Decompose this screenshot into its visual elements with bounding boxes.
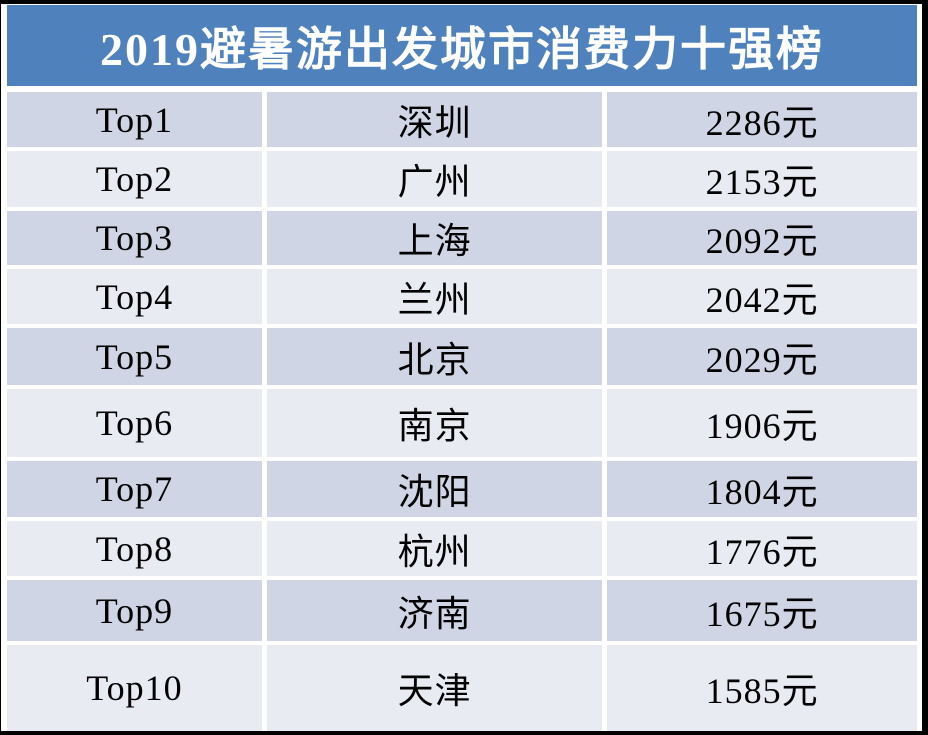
table-row: Top9 济南 1675元 <box>7 580 917 641</box>
rank-cell: Top6 <box>7 389 262 457</box>
rank-cell: Top10 <box>7 645 262 731</box>
rank-cell: Top7 <box>7 461 262 517</box>
table-row: Top2 广州 2153元 <box>7 151 917 207</box>
rank-cell: Top3 <box>7 211 262 265</box>
city-cell: 沈阳 <box>266 461 603 517</box>
price-cell: 1585元 <box>607 645 917 731</box>
price-cell: 1906元 <box>607 389 917 457</box>
table-row: Top7 沈阳 1804元 <box>7 461 917 517</box>
rank-cell: Top9 <box>7 580 262 641</box>
city-cell: 济南 <box>266 580 603 641</box>
rank-cell: Top2 <box>7 151 262 207</box>
table-row: Top5 北京 2029元 <box>7 328 917 385</box>
city-cell: 广州 <box>266 151 603 207</box>
table-row: Top4 兰州 2042元 <box>7 269 917 324</box>
city-cell: 天津 <box>266 645 603 731</box>
price-cell: 2042元 <box>607 269 917 324</box>
table-row: Top8 杭州 1776元 <box>7 521 917 576</box>
city-cell: 杭州 <box>266 521 603 576</box>
rank-cell: Top5 <box>7 328 262 385</box>
price-cell: 2153元 <box>607 151 917 207</box>
price-cell: 1675元 <box>607 580 917 641</box>
infographic-body: 2019避暑游出发城市消费力十强榜 Top1 深圳 2286元 Top2 广州 … <box>1 4 922 731</box>
ranking-table: Top1 深圳 2286元 Top2 广州 2153元 Top3 上海 2092… <box>7 92 917 731</box>
city-cell: 深圳 <box>266 92 603 147</box>
rank-cell: Top4 <box>7 269 262 324</box>
table-row: Top10 天津 1585元 <box>7 645 917 731</box>
price-cell: 2286元 <box>607 92 917 147</box>
price-cell: 1804元 <box>607 461 917 517</box>
price-cell: 1776元 <box>607 521 917 576</box>
page-title: 2019避暑游出发城市消费力十强榜 <box>100 23 824 75</box>
rank-cell: Top8 <box>7 521 262 576</box>
city-cell: 南京 <box>266 389 603 457</box>
title-bar: 2019避暑游出发城市消费力十强榜 <box>7 5 917 86</box>
table-row: Top3 上海 2092元 <box>7 211 917 265</box>
city-cell: 上海 <box>266 211 603 265</box>
price-cell: 2029元 <box>607 328 917 385</box>
table-row: Top1 深圳 2286元 <box>7 92 917 147</box>
rank-cell: Top1 <box>7 92 262 147</box>
city-cell: 北京 <box>266 328 603 385</box>
price-cell: 2092元 <box>607 211 917 265</box>
table-row: Top6 南京 1906元 <box>7 389 917 457</box>
city-cell: 兰州 <box>266 269 603 324</box>
